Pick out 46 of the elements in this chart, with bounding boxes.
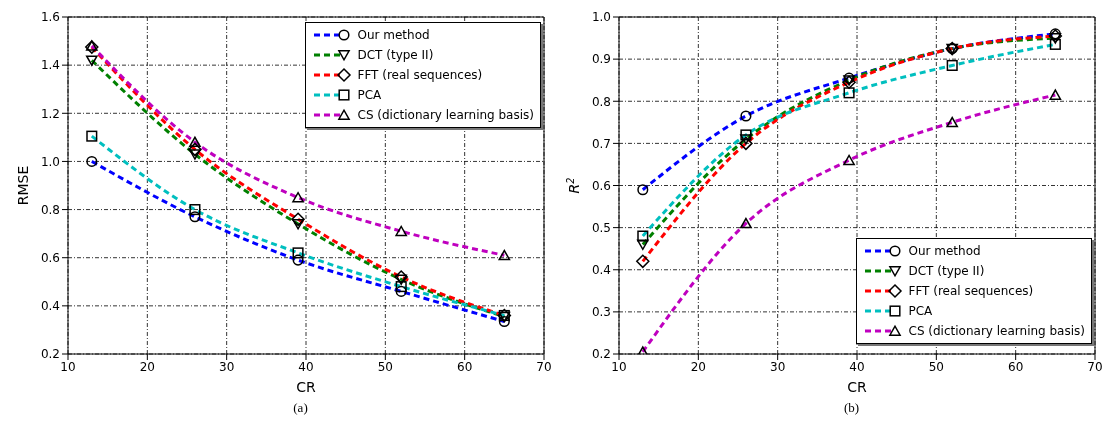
legend-label: Our method — [357, 28, 430, 42]
y-tick-label: 0.5 — [591, 220, 611, 235]
y-tick-label: 0.4 — [40, 299, 60, 314]
y-tick-label: 0.2 — [591, 347, 611, 362]
x-tick-label: 10 — [60, 359, 76, 374]
text: (a) — [292, 400, 309, 416]
x-tick-label: 50 — [377, 359, 393, 374]
x-tick-label: 20 — [139, 359, 155, 374]
text: (b) — [842, 400, 861, 416]
x-tick-label: 70 — [1087, 359, 1103, 374]
x-axis-title: CR — [847, 379, 868, 395]
x-tick-label: 60 — [457, 359, 473, 374]
x-tick-label: 60 — [1008, 359, 1024, 374]
y-tick-label: 1.0 — [40, 154, 60, 169]
x-tick-label: 40 — [298, 359, 314, 374]
y-tick-label: 1.2 — [40, 106, 60, 121]
x-tick-label: 50 — [928, 359, 944, 374]
x-tick-label: 30 — [770, 359, 786, 374]
y-tick-label: 0.7 — [591, 136, 611, 151]
y-tick-label: 1.0 — [591, 10, 611, 25]
legend-label: PCA — [357, 88, 382, 102]
y-tick-label: 1.4 — [40, 58, 60, 73]
y-tick-label: 0.6 — [40, 250, 60, 265]
x-tick-label: 20 — [690, 359, 706, 374]
legend-label: DCT (type II) — [357, 48, 434, 62]
y-tick-label: 0.6 — [591, 178, 611, 193]
x-tick-label: 10 — [611, 359, 627, 374]
legend-label: FFT (real sequences) — [357, 68, 483, 82]
x-axis-title: CR — [296, 379, 317, 395]
legend-label: CS (dictionary learning basis) — [357, 108, 534, 122]
legend-label: CS (dictionary learning basis) — [908, 324, 1085, 338]
legend-label: PCA — [908, 304, 933, 318]
legend-label: FFT (real sequences) — [908, 284, 1034, 298]
y-tick-label: 0.8 — [591, 94, 611, 109]
legend-label: Our method — [908, 244, 981, 258]
y-tick-label: 1.6 — [40, 10, 60, 25]
y-tick-label: 0.8 — [40, 202, 60, 217]
y-tick-label: 0.4 — [591, 263, 611, 278]
y-axis-title: RMSE — [15, 165, 31, 206]
y-tick-label: 0.9 — [591, 52, 611, 67]
x-tick-label: 40 — [849, 359, 865, 374]
y-tick-label: 0.2 — [40, 347, 60, 362]
x-tick-label: 30 — [219, 359, 235, 374]
legend-label: DCT (type II) — [908, 264, 985, 278]
y-tick-label: 0.3 — [591, 305, 611, 320]
x-tick-label: 70 — [536, 359, 552, 374]
